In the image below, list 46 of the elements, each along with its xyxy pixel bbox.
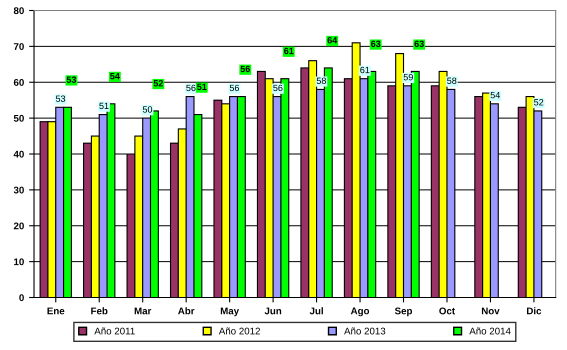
data-label: 54 xyxy=(490,92,500,98)
data-label: 58 xyxy=(447,78,456,84)
data-label: 61 xyxy=(360,66,370,74)
data-label: 63 xyxy=(414,40,424,48)
y-tick-label: 70 xyxy=(14,43,24,50)
data-label: 53 xyxy=(56,96,66,102)
y-tick-label: 10 xyxy=(14,258,24,266)
legend-label: Año 2014 xyxy=(469,327,511,335)
x-tick-label: Feb xyxy=(91,307,108,314)
data-label: 56 xyxy=(240,66,250,72)
data-label: 59 xyxy=(404,74,413,80)
data-label: 63 xyxy=(371,40,380,48)
data-label: 64 xyxy=(328,37,338,44)
x-tick-label: Dic xyxy=(527,307,542,314)
x-tick-label: Jul xyxy=(310,307,323,314)
y-tick-label: 20 xyxy=(14,222,24,230)
data-label: 56 xyxy=(230,84,240,92)
data-label: 51 xyxy=(99,102,109,110)
x-tick-label: Ago xyxy=(350,308,370,316)
data-label: 56 xyxy=(186,84,196,92)
x-tick-label: Jun xyxy=(264,308,282,314)
data-label: 53 xyxy=(66,76,76,83)
y-tick-label: 50 xyxy=(14,114,24,122)
x-tick-label: May xyxy=(220,308,240,316)
data-label: 54 xyxy=(110,72,120,80)
legend-label: Año 2012 xyxy=(218,327,260,335)
x-tick-label: Ene xyxy=(47,308,64,314)
data-label: 56 xyxy=(273,84,283,92)
y-tick-label: 0 xyxy=(19,294,24,302)
data-label: 50 xyxy=(142,106,152,113)
data-label: 52 xyxy=(154,80,164,86)
y-tick-label: 40 xyxy=(14,150,24,158)
y-tick-label: 80 xyxy=(14,7,24,14)
y-tick-label: 60 xyxy=(14,78,24,86)
x-tick-label: Nov xyxy=(482,308,500,314)
data-label: 51 xyxy=(197,84,207,90)
legend-label: Año 2011 xyxy=(94,327,135,335)
data-label: 58 xyxy=(316,78,326,84)
x-tick-label: Mar xyxy=(134,308,152,314)
y-tick-label: 30 xyxy=(14,186,24,194)
data-label: 52 xyxy=(534,99,544,106)
legend-label: Año 2013 xyxy=(344,327,386,335)
data-label: 61 xyxy=(284,48,294,54)
x-tick-label: Abr xyxy=(178,307,194,314)
x-tick-label: Sep xyxy=(394,307,412,316)
x-tick-label: Oct xyxy=(439,307,455,314)
